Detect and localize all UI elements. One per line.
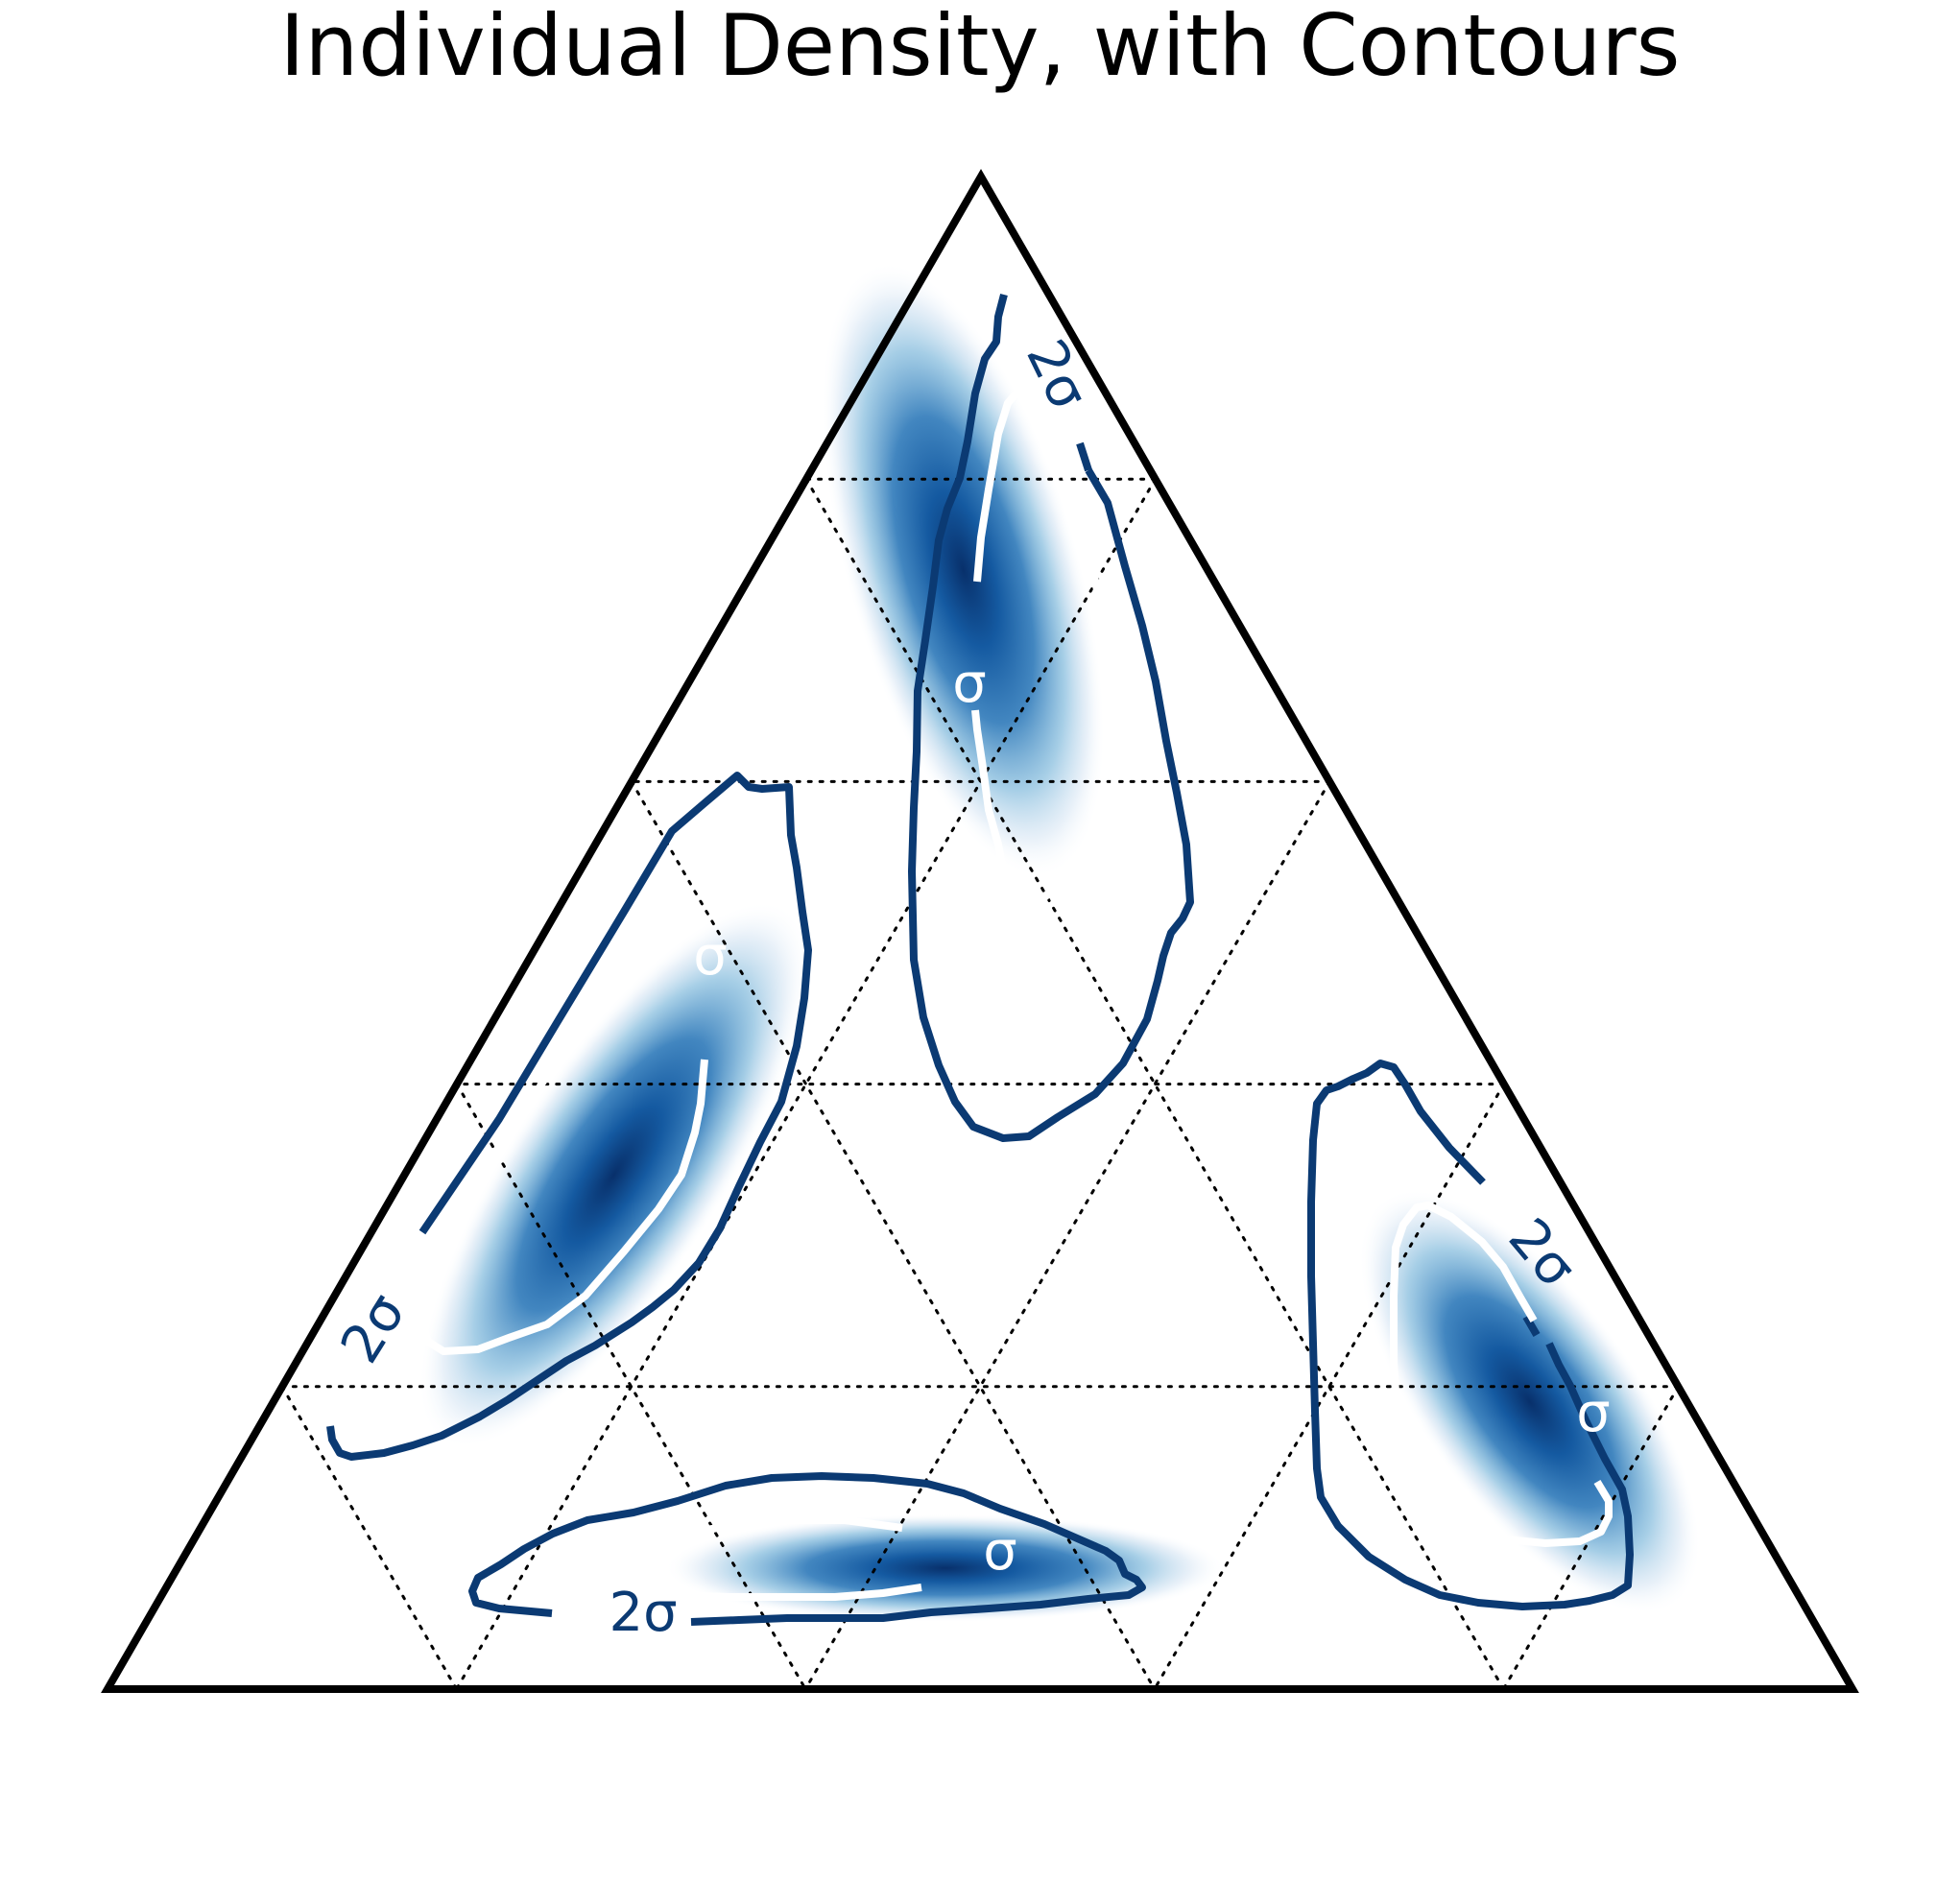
contour-sigma-top <box>971 384 1119 914</box>
density-blob-left <box>419 902 808 1447</box>
contour-layer <box>326 293 1634 1626</box>
contour-2sigma-right-upper <box>1522 1314 1541 1338</box>
contour-2sigma-top-upper <box>1076 441 1092 472</box>
gridline-b-1 <box>455 477 1158 1691</box>
gridline-c-3 <box>455 1083 807 1691</box>
contour-2sigma-bottom <box>468 1472 1146 1626</box>
contour-sigma-left <box>418 941 708 1355</box>
contour-label-top-outer: 2σ <box>1014 330 1100 418</box>
contour-2sigma-left <box>326 772 812 1461</box>
contour-2sigma-top <box>908 293 1194 1142</box>
contour-sigma-bottom <box>599 1516 922 1601</box>
gridline-c-2 <box>630 779 1157 1691</box>
contour-label-bottom-inner: σ <box>983 1520 1017 1583</box>
contour-sigma-right <box>1390 1202 1613 1547</box>
contour-label-bottom-outer: 2σ <box>609 1582 677 1644</box>
contour-2sigma-right <box>1307 1060 1634 1610</box>
density-blob-top <box>822 263 1105 876</box>
contour-label-left-outer: 2σ <box>329 1283 418 1374</box>
density-blob-bottom <box>666 1513 1224 1622</box>
contour-label-left-inner: σ <box>693 925 728 988</box>
frame-layer <box>101 168 1859 1693</box>
contour-label-right-inner: σ <box>1576 1382 1611 1444</box>
chart-title: Individual Density, with Contours <box>279 0 1681 95</box>
ternary-frame <box>101 168 1859 1693</box>
contour-label-top-inner: σ <box>952 653 987 715</box>
gridline-b-2 <box>803 779 1331 1691</box>
gridline-b-3 <box>1153 1083 1506 1691</box>
gridline-c-4 <box>280 1385 459 1691</box>
density-blob-right <box>1360 1190 1700 1613</box>
